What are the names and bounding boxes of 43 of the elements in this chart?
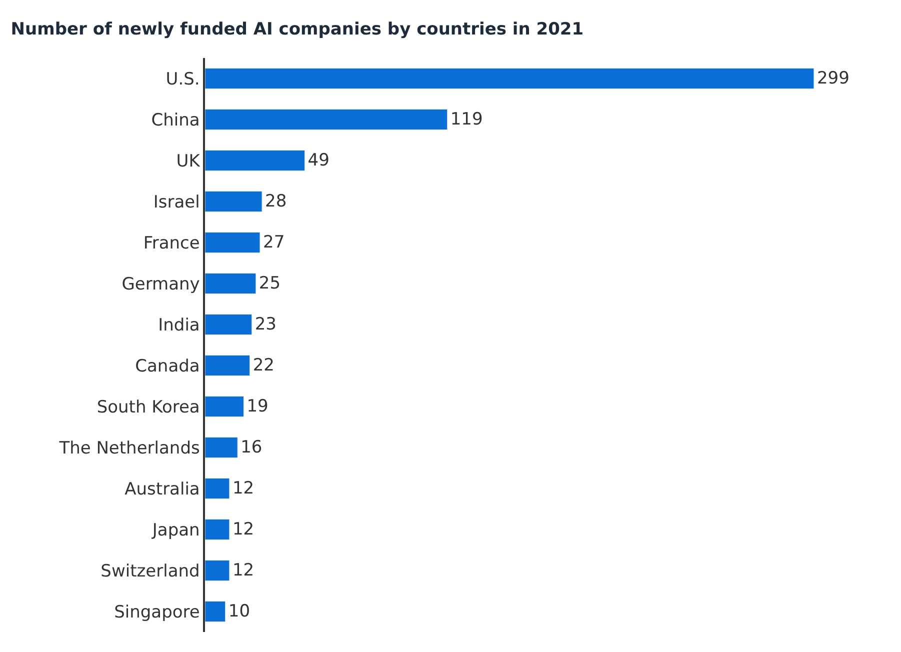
- y-tick-label: South Korea: [96, 397, 200, 418]
- y-tick-label: Japan: [151, 520, 200, 540]
- bar: [205, 355, 250, 376]
- y-tick-label: Israel: [153, 192, 200, 212]
- chart-title: Number of newly funded AI companies by countries in 2021: [10, 20, 584, 40]
- y-tick-label: U.S.: [166, 69, 200, 90]
- data-label: 27: [262, 232, 285, 252]
- bar: [205, 396, 244, 417]
- y-tick-label: China: [151, 110, 200, 130]
- bar: [205, 519, 230, 540]
- bar: [205, 150, 306, 171]
- data-label: 22: [252, 356, 274, 376]
- y-tick-label: UK: [176, 151, 201, 172]
- y-tick-label: Switzerland: [100, 561, 200, 582]
- data-label: 10: [228, 602, 250, 622]
- bar: [205, 437, 238, 458]
- y-tick-label: India: [158, 315, 200, 336]
- data-label: 12: [232, 520, 254, 540]
- bar: [205, 109, 448, 130]
- data-label: 19: [246, 396, 268, 416]
- bar: [205, 560, 230, 581]
- data-label: 12: [232, 560, 254, 580]
- data-label: 25: [258, 274, 281, 294]
- bar: [205, 232, 260, 253]
- bar: [205, 273, 256, 294]
- data-label: 28: [265, 192, 287, 212]
- bar: [205, 314, 252, 335]
- data-label: 16: [240, 438, 262, 458]
- y-tick-label: Canada: [135, 356, 200, 376]
- y-tick-label: Germany: [122, 274, 200, 294]
- y-tick-label: The Netherlands: [58, 438, 200, 458]
- bar: [205, 478, 230, 499]
- data-label: 299: [816, 68, 850, 88]
- data-label: 119: [450, 110, 483, 130]
- y-tick-label: Australia: [124, 479, 200, 500]
- bar: [205, 191, 262, 212]
- data-label: 49: [308, 150, 330, 170]
- data-label: 12: [232, 478, 254, 498]
- y-tick-label: Singapore: [114, 602, 200, 622]
- data-label: 23: [254, 314, 276, 334]
- y-tick-label: France: [143, 233, 200, 254]
- bar: [205, 68, 814, 89]
- bar: [205, 601, 226, 622]
